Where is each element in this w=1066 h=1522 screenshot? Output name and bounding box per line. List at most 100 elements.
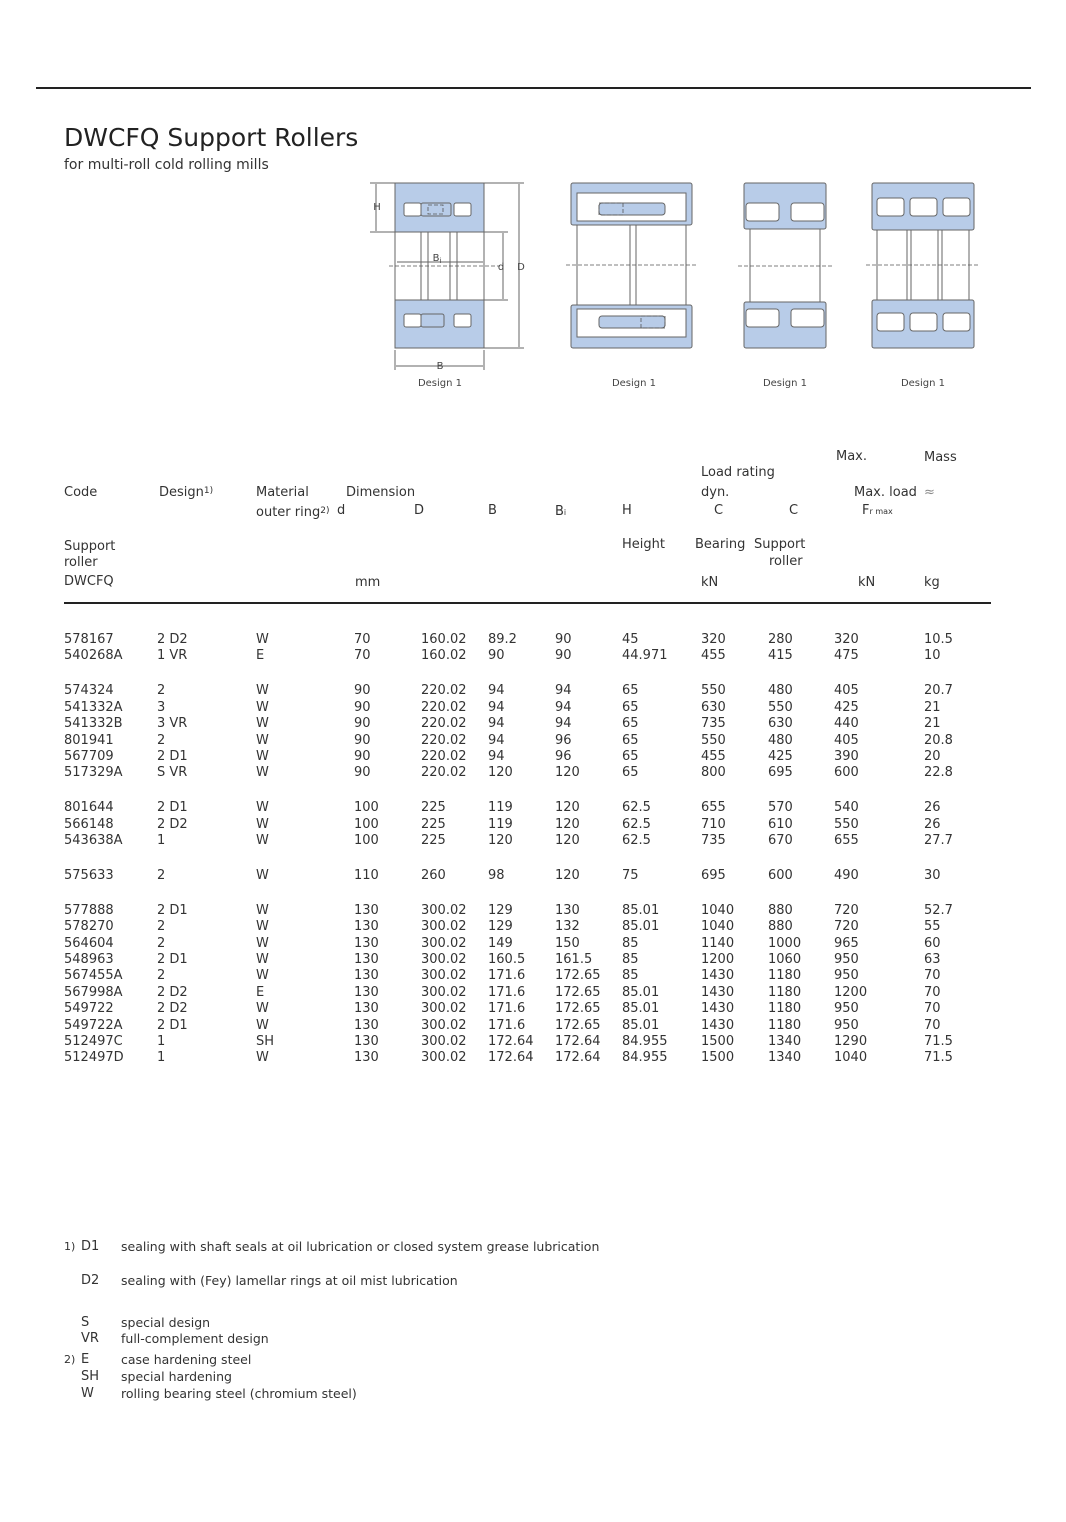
table-cell: 171.6 — [488, 1017, 526, 1033]
table-cell: 575633 — [64, 867, 114, 883]
table-cell: 1 VR — [157, 648, 188, 664]
table-cell: 1180 — [768, 1017, 802, 1033]
header-cell: Load rating — [701, 465, 775, 480]
table-cell: 300.02 — [421, 1001, 467, 1017]
table-cell: 2 D1 — [157, 748, 188, 764]
table-cell: W — [256, 800, 269, 816]
table-cell: 130 — [354, 902, 379, 918]
table-cell: 65 — [622, 765, 639, 781]
design-caption: Design 1 — [763, 378, 807, 389]
table-cell: 567709 — [64, 748, 114, 764]
table-cell: 2 D1 — [157, 1017, 188, 1033]
table-cell: 85.01 — [622, 1017, 660, 1033]
table-cell: 540268A — [64, 648, 123, 664]
table-cell: 455 — [701, 748, 726, 764]
table-cell: S VR — [157, 765, 188, 781]
table-cell: 21 — [924, 699, 941, 715]
table-cell: 90 — [354, 699, 371, 715]
footnote-code: VR — [81, 1331, 99, 1346]
table-cell: 172.65 — [555, 984, 601, 1000]
table-cell: 71.5 — [924, 1050, 953, 1066]
table-cell: 172.64 — [488, 1034, 534, 1049]
header-cell: B — [555, 504, 564, 519]
table-cell: 577888 — [64, 902, 114, 918]
header-cell: dyn. — [701, 485, 730, 500]
table-cell: 1500 — [701, 1050, 735, 1066]
table-cell: 70 — [924, 984, 941, 1000]
table-cell: 567455A — [64, 968, 123, 984]
table-cell: 44.971 — [622, 648, 668, 664]
table-cell: 1 — [157, 1050, 166, 1066]
table-cell: W — [256, 683, 269, 699]
table-cell: 10 — [924, 648, 941, 664]
header-cell: H — [622, 503, 632, 518]
table-cell: 425 — [768, 748, 793, 764]
table-cell: 1 — [157, 833, 166, 848]
table-cell: W — [256, 919, 269, 935]
header-cell: roller — [64, 555, 98, 570]
table-cell: 130 — [555, 902, 580, 918]
table-cell: 1040 — [701, 902, 735, 918]
table-cell: 94 — [488, 732, 505, 748]
footnote-text: case hardening steel — [121, 1352, 252, 1367]
table-cell: 2 — [157, 919, 166, 935]
header-cell: outer ring — [256, 505, 321, 520]
table-cell: 225 — [421, 833, 446, 848]
table-cell: 171.6 — [488, 1001, 526, 1017]
table-cell: 1060 — [768, 952, 802, 967]
table-cell: 130 — [354, 1034, 379, 1049]
table-cell: 300.02 — [421, 902, 467, 918]
table-cell: 84.955 — [622, 1050, 668, 1066]
table-cell: W — [256, 716, 269, 732]
table-cell: 100 — [354, 800, 379, 816]
table-cell: 2 D2 — [157, 984, 188, 1000]
table-cell: 26 — [924, 800, 941, 816]
table-cell: 300.02 — [421, 1017, 467, 1033]
table-cell: 566148 — [64, 816, 114, 832]
table-cell: 85 — [622, 935, 639, 951]
table-cell: 300.02 — [421, 919, 467, 935]
footnote-code: D1 — [81, 1239, 100, 1254]
table-cell: W — [256, 867, 269, 883]
table-cell: 2 — [157, 968, 166, 984]
table-cell: 3 VR — [157, 716, 188, 732]
table-cell: 2 D1 — [157, 902, 188, 918]
table-cell: 220.02 — [421, 699, 467, 715]
footnote-ref: 2) — [64, 1353, 76, 1366]
table-cell: 1430 — [701, 968, 735, 984]
table-cell: 84.955 — [622, 1034, 668, 1049]
footnote-text: rolling bearing steel (chromium steel) — [121, 1386, 357, 1401]
table-cell: W — [256, 765, 269, 781]
table-cell: 130 — [354, 1017, 379, 1033]
header-cell: Support — [64, 539, 116, 554]
table-cell: 130 — [354, 919, 379, 935]
table-cell: 94 — [488, 699, 505, 715]
table-cell: 1000 — [768, 935, 802, 951]
table-cell: 130 — [354, 968, 379, 984]
table-cell: 21 — [924, 716, 941, 732]
header-cell: Mass — [924, 450, 957, 465]
table-cell: 45 — [622, 632, 639, 647]
dim-label: H — [373, 202, 381, 213]
table-cell: 71.5 — [924, 1034, 953, 1049]
header-cell: d — [337, 503, 346, 518]
table-cell: 85.01 — [622, 919, 660, 935]
table-cell: 2 D1 — [157, 800, 188, 816]
footnote-text: sealing with shaft seals at oil lubricat… — [121, 1239, 600, 1254]
table-cell: 1430 — [701, 1001, 735, 1017]
table-cell: W — [256, 952, 269, 967]
table-cell: 90 — [555, 632, 572, 647]
table-cell: 96 — [555, 732, 572, 748]
table-cell: 65 — [622, 732, 639, 748]
header-cell: mm — [355, 575, 381, 590]
table-cell: 130 — [354, 1050, 379, 1066]
table-cell: 300.02 — [421, 1050, 467, 1066]
table-cell: 119 — [488, 800, 513, 816]
header-cell: Code — [64, 485, 98, 500]
header-cell: Fr max — [862, 503, 893, 520]
table-cell: 85.01 — [622, 902, 660, 918]
table-cell: 1340 — [768, 1050, 802, 1066]
table-cell: 172.64 — [488, 1050, 534, 1066]
table-cell: 600 — [834, 765, 859, 781]
drawing-d — [866, 182, 980, 349]
